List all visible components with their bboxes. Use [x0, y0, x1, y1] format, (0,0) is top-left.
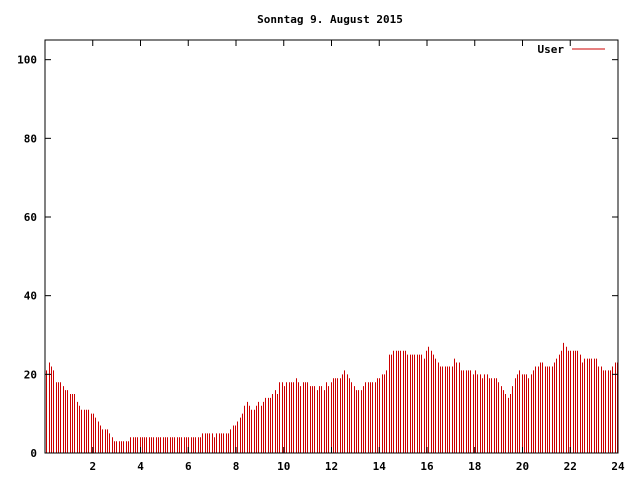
x-axis: 2 4 6 8 10 12 14 16 18 20 22 24	[89, 40, 625, 473]
y-tick-label: 20	[24, 368, 37, 381]
y-tick-label: 80	[24, 132, 37, 145]
x-tick-label: 16	[420, 460, 434, 473]
x-tick-label: 14	[373, 460, 387, 473]
x-tick-label: 12	[325, 460, 338, 473]
chart-title: Sonntag 9. August 2015	[257, 13, 403, 26]
x-tick-label: 24	[611, 460, 625, 473]
x-tick-label: 18	[468, 460, 481, 473]
x-tick-label: 4	[137, 460, 144, 473]
y-tick-label: 40	[24, 290, 37, 303]
x-tick-label: 10	[277, 460, 290, 473]
legend: User	[538, 43, 605, 56]
y-axis: 0 20 40 60 80 100	[17, 54, 618, 460]
x-tick-label: 22	[564, 460, 577, 473]
y-tick-label: 60	[24, 211, 37, 224]
legend-label-user: User	[538, 43, 565, 56]
x-tick-label: 2	[89, 460, 96, 473]
y-tick-label: 100	[17, 54, 37, 67]
x-tick-label: 6	[185, 460, 192, 473]
x-tick-label: 8	[233, 460, 240, 473]
x-tick-label: 20	[516, 460, 529, 473]
y-tick-label: 0	[30, 447, 37, 460]
bars-layer	[46, 342, 618, 453]
